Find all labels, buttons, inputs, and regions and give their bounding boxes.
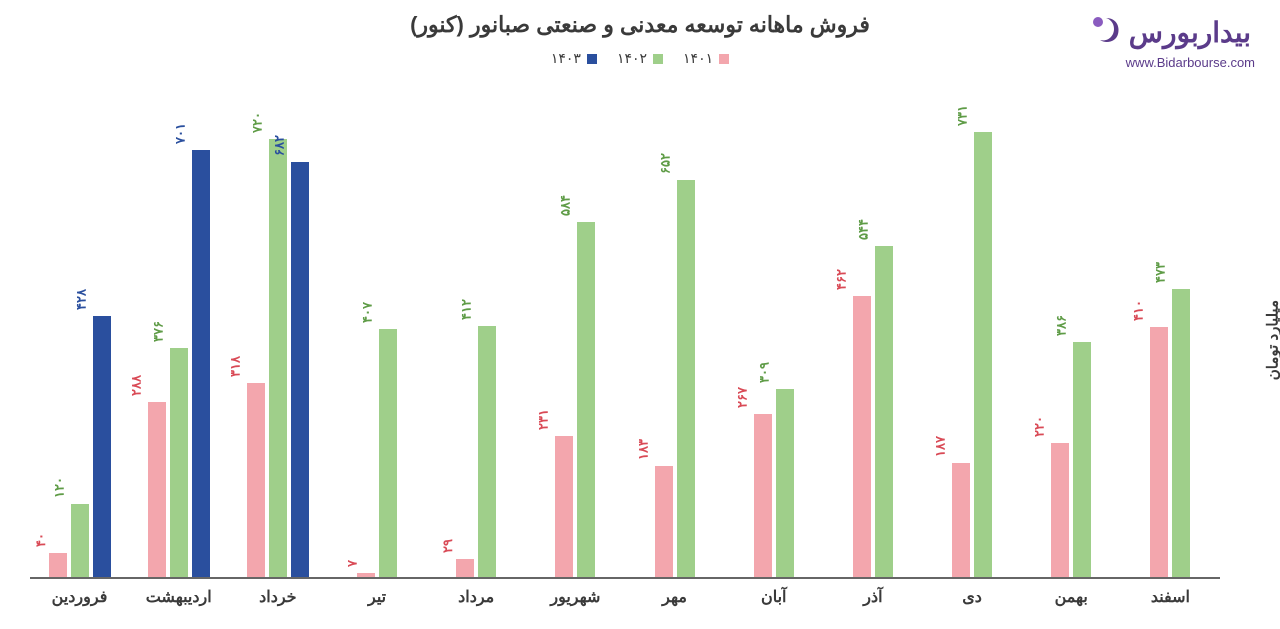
bar-value-label: ۳۸۶ [1054,315,1072,336]
bar-value-label: ۱۲۰ [51,477,69,498]
bar-value-label: ۷۲۰ [249,112,267,133]
bar-group: ۱۸۳۶۵۲مهر [625,90,724,577]
legend-label: ۱۴۰۲ [617,50,647,67]
bar-value-label: ۳۱۸ [227,356,245,377]
plot-area: ۴۰۱۲۰۴۲۸فروردین۲۸۸۳۷۶۷۰۱اردیبهشت۳۱۸۷۲۰۶۸… [30,90,1220,579]
category-label: اردیبهشت [129,577,228,607]
bar: ۷۲۰ [269,139,287,577]
bar-value-label: ۱۸۳ [635,439,653,460]
bar-value-label: ۷ [345,560,363,567]
category-label: آبان [724,577,823,607]
bar-group: ۲۳۱۵۸۴شهریور [526,90,625,577]
bar: ۷۳۱ [974,132,992,577]
bar: ۱۸۷ [952,463,970,577]
bar-group: ۲۲۰۳۸۶بهمن [1022,90,1121,577]
bar-value-label: ۷۳۱ [955,105,973,126]
bar-value-label: ۴۰۷ [360,302,378,323]
bar: ۳۰۹ [776,389,794,577]
bar: ۲۶۷ [754,414,772,577]
bar: ۲۸۸ [148,402,166,577]
chart-title: فروش ماهانه توسعه معدنی و صنعتی صبانور (… [0,12,1280,38]
bar-value-label: ۴۱۰ [1131,300,1149,321]
bar: ۶۵۲ [677,180,695,577]
legend-swatch [587,54,597,64]
bar-value-label: ۴۰ [33,533,51,547]
category-label: بهمن [1022,577,1121,607]
legend-label: ۱۴۰۳ [551,50,581,67]
bar-value-label: ۶۸۲ [271,135,289,156]
category-label: تیر [327,577,426,607]
bar-value-label: ۲۲۰ [1032,416,1050,437]
bar-value-label: ۳۷۶ [150,321,168,342]
y-axis-label: میلیارد تومان [1263,300,1280,380]
bar-group: ۳۱۸۷۲۰۶۸۲خرداد [228,90,327,577]
bar: ۳۸۶ [1073,342,1091,577]
bar-group: ۴۶۲۵۴۴آذر [823,90,922,577]
bar: ۷۰۱ [192,150,210,577]
bar: ۴۰ [49,553,67,577]
bar-group: ۲۶۷۳۰۹آبان [724,90,823,577]
bar: ۵۴۴ [875,246,893,577]
category-label: مرداد [427,577,526,607]
legend-item: ۱۴۰۱ [683,50,729,67]
bar: ۲۹ [456,559,474,577]
bar-value-label: ۲۹ [440,539,458,553]
bar: ۴۰۷ [379,329,397,577]
bar-value-label: ۶۵۲ [657,153,675,174]
bar: ۴۷۳ [1172,289,1190,577]
category-label: مهر [625,577,724,607]
bar: ۲۳۱ [555,436,573,577]
category-label: خرداد [228,577,327,607]
bar-value-label: ۴۲۸ [73,290,91,311]
chart-legend: ۱۴۰۱ ۱۴۰۲ ۱۴۰۳ [0,50,1280,67]
bar-groups: ۴۰۱۲۰۴۲۸فروردین۲۸۸۳۷۶۷۰۱اردیبهشت۳۱۸۷۲۰۶۸… [30,90,1220,577]
bar-value-label: ۱۸۷ [933,436,951,457]
legend-label: ۱۴۰۱ [683,50,713,67]
legend-swatch [653,54,663,64]
legend-item: ۱۴۰۳ [551,50,597,67]
legend-swatch [719,54,729,64]
bar-group: ۴۰۱۲۰۴۲۸فروردین [30,90,129,577]
bar-value-label: ۵۴۴ [855,219,873,240]
category-label: شهریور [526,577,625,607]
bar-group: ۲۹۴۱۲مرداد [427,90,526,577]
bar: ۵۸۴ [577,222,595,578]
bar-value-label: ۴۱۲ [459,299,477,320]
bar: ۱۲۰ [71,504,89,577]
bar: ۴۱۲ [478,326,496,577]
legend-item: ۱۴۰۲ [617,50,663,67]
category-label: آذر [823,577,922,607]
bar: ۲۲۰ [1051,443,1069,577]
bar: ۴۲۸ [93,316,111,577]
bar: ۴۱۰ [1150,327,1168,577]
bar: ۱۸۳ [655,466,673,577]
bar-group: ۱۸۷۷۳۱دی [922,90,1021,577]
bar-value-label: ۴۶۲ [833,269,851,290]
category-label: فروردین [30,577,129,607]
bar-value-label: ۴۷۳ [1153,262,1171,283]
bar-group: ۷۴۰۷تیر [327,90,426,577]
bar-group: ۴۱۰۴۷۳اسفند [1121,90,1220,577]
bar: ۳۷۶ [170,348,188,577]
category-label: دی [922,577,1021,607]
bar-value-label: ۲۳۱ [536,409,554,430]
bar-value-label: ۲۸۸ [128,375,146,396]
category-label: اسفند [1121,577,1220,607]
bar-value-label: ۷۰۱ [172,123,190,144]
bar-group: ۲۸۸۳۷۶۷۰۱اردیبهشت [129,90,228,577]
bar: ۴۶۲ [853,296,871,577]
bar-value-label: ۵۸۴ [558,195,576,216]
bar-value-label: ۳۰۹ [756,362,774,383]
bar: ۳۱۸ [247,383,265,577]
bar: ۶۸۲ [291,162,309,577]
bar-value-label: ۲۶۷ [734,388,752,409]
